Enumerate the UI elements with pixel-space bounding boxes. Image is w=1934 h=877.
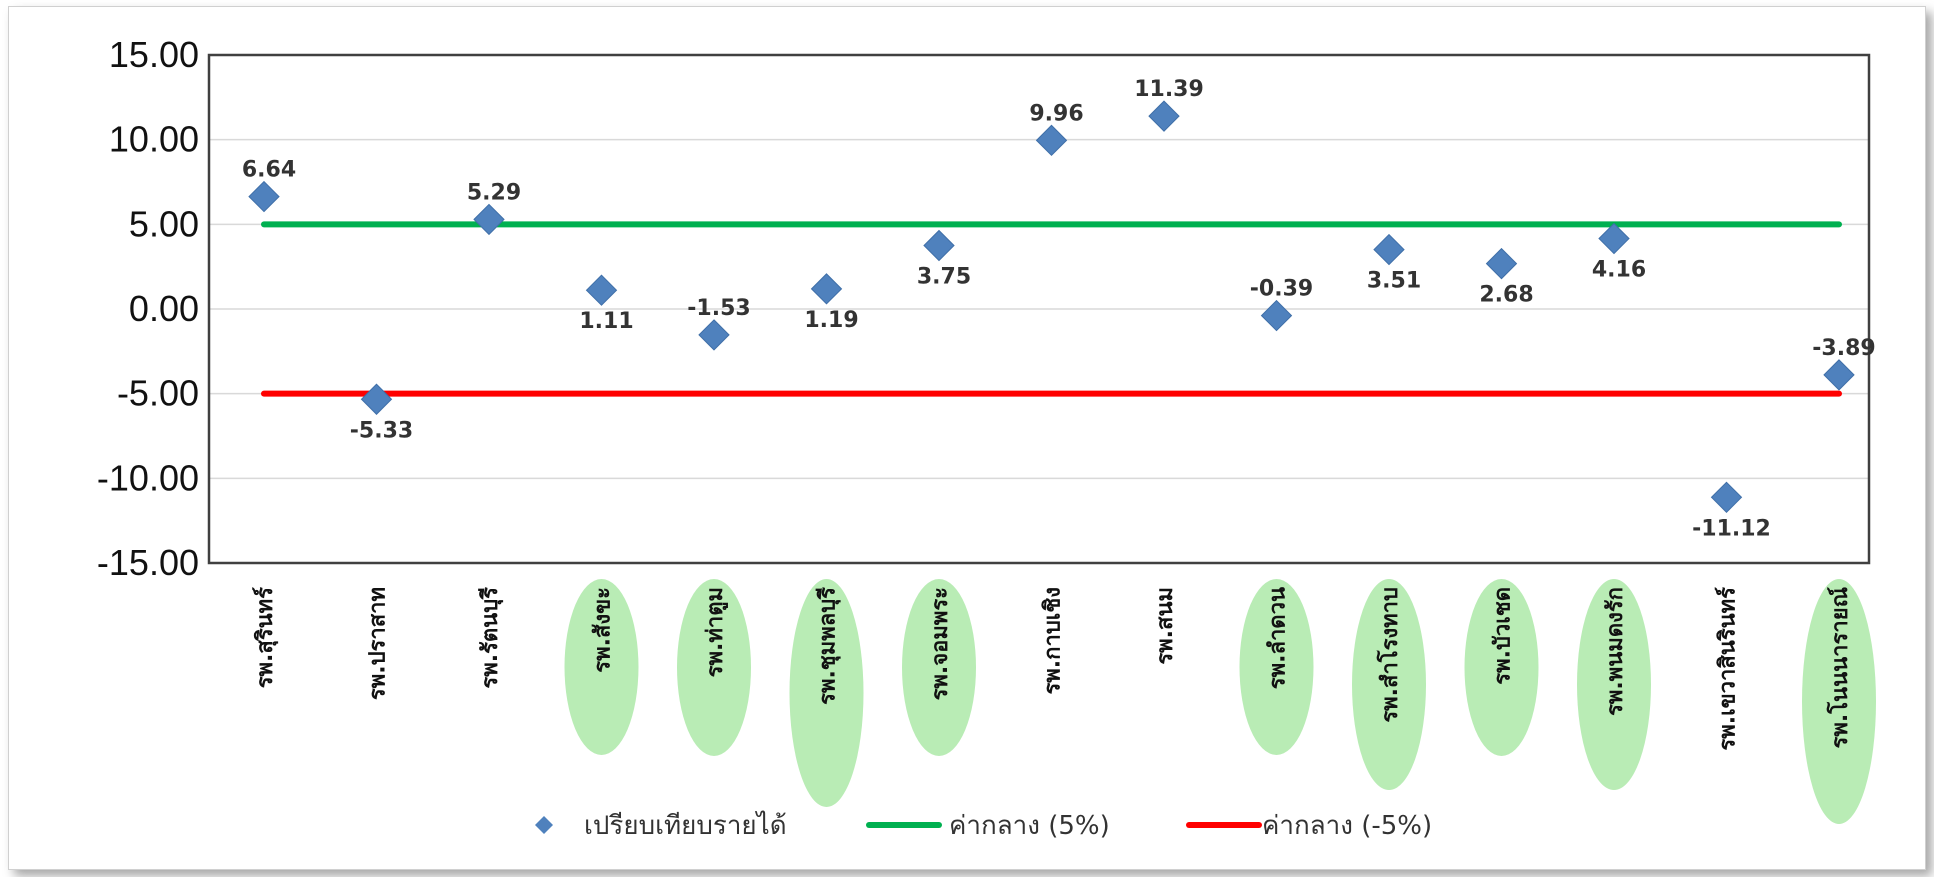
legend-label: ค่ากลาง (-5%) <box>1262 811 1432 841</box>
data-point-marker <box>473 203 505 236</box>
data-point-marker <box>923 229 955 262</box>
data-label: 6.64 <box>242 158 296 183</box>
data-point-marker <box>1148 100 1180 132</box>
data-label: -11.12 <box>1692 516 1771 541</box>
category-highlight-ellipse <box>564 579 639 755</box>
y-tick-label: 0.00 <box>129 288 199 329</box>
data-label: 4.16 <box>1592 258 1646 283</box>
x-category-label: รพ.บัวเชด <box>1491 587 1516 685</box>
data-point-marker <box>1598 222 1630 255</box>
plot-area <box>207 53 1871 565</box>
x-category-label: รพ.ลำดวน <box>1266 587 1291 689</box>
chart-frame: 15.00 10.00 5.00 0.00 -5.00 -10.00 -15.00 6.64… <box>8 6 1926 870</box>
legend-label: เปรียบเทียบรายได้ <box>584 810 787 841</box>
x-category-label: รพ.รัตนบุรี <box>478 587 504 689</box>
data-label: -5.33 <box>350 418 413 443</box>
x-category-label: รพ.เขวาสินรินทร์ <box>1715 587 1741 751</box>
x-category-label: รพ.สังขะ <box>591 587 616 673</box>
category-highlight-ellipse <box>789 579 864 807</box>
y-tick-label: 5.00 <box>129 203 199 244</box>
y-tick-label: -10.00 <box>97 457 199 498</box>
x-category-label: รพ.สำโรงทาบ <box>1376 587 1403 723</box>
x-category-label: รพ.กาบเชิง <box>1041 587 1066 695</box>
y-tick-label: -15.00 <box>97 542 199 583</box>
x-category-label: รพ.พนมดงรัก <box>1603 587 1628 716</box>
x-category-label: รพ.สุรินทร์ <box>252 587 279 688</box>
category-highlight-ellipse <box>1802 579 1876 824</box>
data-label: 1.11 <box>579 309 633 334</box>
x-category-label: รพ.ปราสาท <box>366 587 391 700</box>
x-category-label: รพ.จอมพระ <box>928 587 953 700</box>
data-label: -1.53 <box>687 296 750 321</box>
legend-marker-symbol <box>535 816 553 834</box>
revenue-comparison-chart: 15.00 10.00 5.00 0.00 -5.00 -10.00 -15.00 6.64… <box>97 34 1876 841</box>
category-highlight-ellipse <box>902 579 976 756</box>
data-label: 3.51 <box>1367 269 1421 294</box>
x-category-label: รพ.ชุมพลบุรี <box>816 587 842 705</box>
data-point-marker <box>1035 124 1068 157</box>
category-highlight-ellipse <box>1577 579 1651 790</box>
category-highlight-ellipse <box>677 579 751 756</box>
data-point-marker <box>698 319 730 351</box>
category-highlight-ellipse <box>1239 579 1314 755</box>
category-highlight-ellipse <box>1464 579 1539 756</box>
data-point-marker <box>585 274 618 306</box>
x-category-label: รพ.โนนนารายณ์ <box>1826 587 1853 748</box>
data-label: 1.19 <box>804 308 858 333</box>
legend-label: ค่ากลาง (5%) <box>949 811 1110 841</box>
data-point-marker <box>1485 247 1518 280</box>
data-label: 5.29 <box>467 180 521 205</box>
data-label: -3.89 <box>1812 336 1875 361</box>
data-label: -0.39 <box>1250 277 1313 302</box>
data-point-marker <box>1710 481 1743 514</box>
data-point-marker <box>810 273 843 305</box>
data-point-marker <box>360 383 393 415</box>
data-point-marker <box>1260 299 1293 332</box>
y-tick-label: -5.00 <box>117 373 199 414</box>
y-tick-label: 10.00 <box>109 119 199 160</box>
data-point-marker <box>1823 359 1855 391</box>
x-category-label: รพ.สนม <box>1153 587 1178 665</box>
y-tick-label: 15.00 <box>109 34 199 75</box>
data-point-marker <box>248 180 280 213</box>
x-category-label: รพ.ท่าตูม <box>703 587 729 677</box>
data-label: 3.75 <box>917 265 971 290</box>
data-label: 2.68 <box>1479 283 1533 308</box>
data-point-marker <box>1373 233 1405 266</box>
category-highlight-ellipse <box>1352 579 1426 790</box>
data-label: 11.39 <box>1134 77 1204 102</box>
data-label: 9.96 <box>1029 101 1083 126</box>
